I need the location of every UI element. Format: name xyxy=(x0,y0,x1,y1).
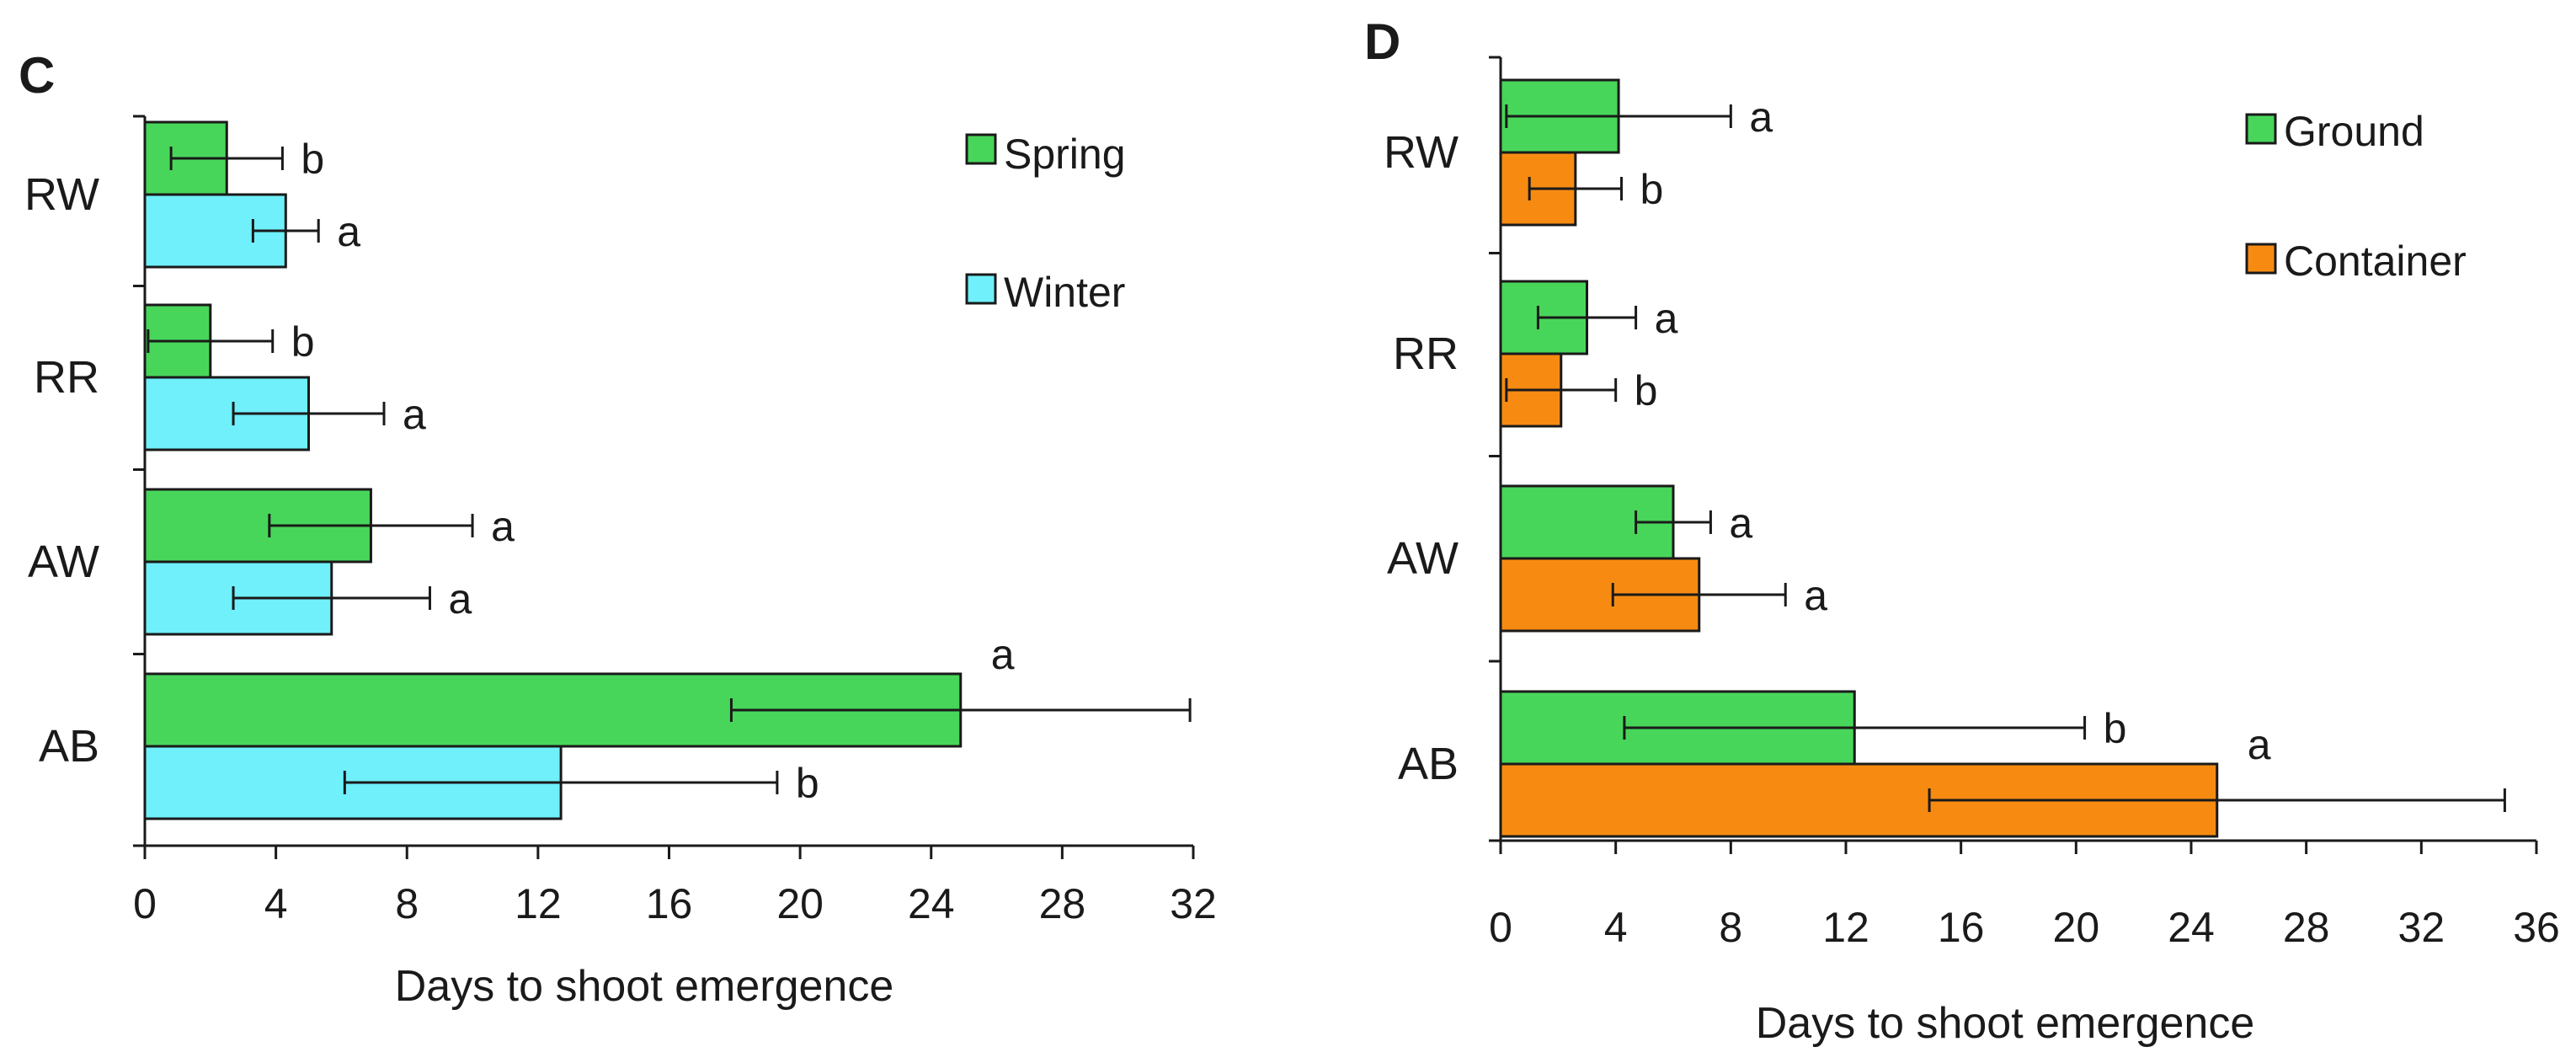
panel-letter: D xyxy=(1364,13,1400,70)
x-tick-label: 12 xyxy=(1822,904,1869,951)
x-tick-label: 4 xyxy=(1604,904,1628,951)
significance-label: b xyxy=(1635,367,1658,414)
x-tick-label: 32 xyxy=(2398,904,2445,951)
x-tick-label: 12 xyxy=(515,880,562,927)
significance-label: a xyxy=(1655,295,1678,342)
x-tick-label: 24 xyxy=(2168,904,2215,951)
significance-label: a xyxy=(337,208,360,255)
category-label: AW xyxy=(28,537,99,587)
x-tick-label: 32 xyxy=(1170,880,1217,927)
x-tick-label: 0 xyxy=(1489,904,1512,951)
x-tick-label: 20 xyxy=(2053,904,2100,951)
x-axis-title: Days to shoot emergence xyxy=(1756,999,2255,1048)
significance-label: b xyxy=(301,136,324,183)
significance-label: a xyxy=(491,503,515,550)
significance-label: a xyxy=(1749,93,1773,141)
significance-label: a xyxy=(2248,721,2271,768)
panel-letter: C xyxy=(19,47,55,104)
x-tick-label: 8 xyxy=(395,880,419,927)
category-label: AW xyxy=(1387,533,1459,584)
category-label: RR xyxy=(34,352,99,403)
significance-label: b xyxy=(291,318,315,366)
significance-label: a xyxy=(991,631,1015,678)
legend-label-spring: Spring xyxy=(1004,131,1126,178)
legend-swatch-spring xyxy=(965,133,997,165)
legend-swatch-ground xyxy=(2245,113,2277,145)
x-tick-label: 24 xyxy=(908,880,955,927)
category-label: RR xyxy=(1393,329,1459,379)
category-label: RW xyxy=(24,169,99,220)
category-label: AB xyxy=(1398,739,1459,789)
x-tick-label: 28 xyxy=(2283,904,2330,951)
x-axis-title: Days to shoot emergence xyxy=(395,962,894,1011)
x-tick-label: 16 xyxy=(646,880,693,927)
x-tick-label: 28 xyxy=(1039,880,1086,927)
significance-label: b xyxy=(2104,705,2127,752)
significance-label: a xyxy=(1804,572,1827,619)
category-label: RW xyxy=(1384,127,1459,178)
x-tick-label: 36 xyxy=(2513,904,2560,951)
significance-label: a xyxy=(448,575,472,622)
x-tick-label: 16 xyxy=(1938,904,1985,951)
x-tick-label: 0 xyxy=(133,880,157,927)
significance-label: b xyxy=(796,760,819,807)
legend-swatch-winter xyxy=(965,273,997,305)
category-label: AB xyxy=(39,721,99,772)
significance-label: a xyxy=(403,391,426,438)
significance-label: b xyxy=(1640,166,1664,213)
legend-label-ground: Ground xyxy=(2284,108,2424,155)
legend-label-container: Container xyxy=(2284,238,2467,285)
x-tick-label: 4 xyxy=(264,880,288,927)
x-tick-label: 20 xyxy=(776,880,824,927)
significance-label: a xyxy=(1729,499,1752,547)
legend-swatch-container xyxy=(2245,243,2277,275)
x-tick-label: 8 xyxy=(1719,904,1742,951)
legend-label-winter: Winter xyxy=(1004,269,1125,316)
